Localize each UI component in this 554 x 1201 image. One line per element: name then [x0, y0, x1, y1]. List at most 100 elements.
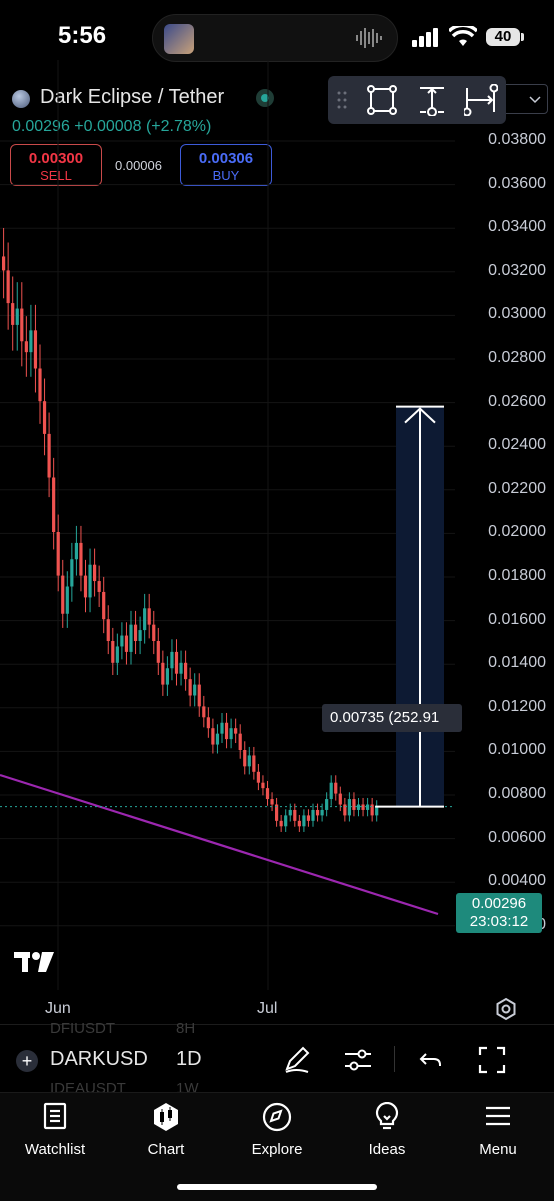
- candle-body: [315, 809, 320, 816]
- candle: [70, 542, 74, 602]
- candle-body: [306, 815, 311, 821]
- candle-body: [247, 755, 251, 767]
- drawing-toolbar: [328, 76, 506, 124]
- candle: [279, 814, 283, 832]
- tab-ideas[interactable]: Ideas: [337, 1101, 437, 1158]
- candle-body: [224, 722, 229, 740]
- candle: [83, 559, 88, 613]
- candle: [124, 622, 129, 665]
- candle: [234, 718, 238, 744]
- candle-body: [2, 256, 6, 271]
- candle: [106, 605, 110, 655]
- candle: [356, 797, 361, 817]
- tab-explore[interactable]: Explore: [227, 1102, 327, 1158]
- rectangle-tool-icon[interactable]: [366, 84, 398, 116]
- candle-body: [83, 575, 88, 598]
- buy-price: 0.00306: [198, 150, 254, 167]
- candle-body: [129, 624, 133, 652]
- candle: [206, 707, 210, 738]
- drag-handle-icon[interactable]: [336, 90, 348, 110]
- draw-pen-icon[interactable]: [282, 1044, 312, 1074]
- candle: [306, 809, 311, 827]
- candle-body: [197, 684, 201, 707]
- y-tick-label: 0.01600: [488, 610, 546, 628]
- price-chart[interactable]: [0, 0, 554, 1000]
- candle: [202, 695, 206, 728]
- y-tick-label: 0.01000: [488, 741, 546, 759]
- candle-body: [138, 630, 142, 641]
- symbol-title[interactable]: Dark Eclipse / Tether: [40, 86, 225, 108]
- tab-watchlist[interactable]: Watchlist: [5, 1102, 105, 1158]
- candle: [52, 457, 56, 550]
- candle-body: [52, 477, 56, 532]
- candle: [88, 548, 92, 613]
- candle: [284, 809, 288, 832]
- tab-chart[interactable]: Chart: [116, 1102, 216, 1158]
- candle: [170, 639, 174, 681]
- tab-menu[interactable]: Menu: [448, 1102, 548, 1158]
- indicators-icon[interactable]: [343, 1046, 373, 1074]
- candle: [156, 627, 160, 676]
- candle-body: [38, 368, 42, 402]
- candle-body: [124, 635, 129, 652]
- price-change-pct: (+2.78%): [145, 118, 212, 135]
- status-time: 5:56: [58, 22, 107, 49]
- candles-layer: [0, 227, 455, 832]
- y-tick-label: 0.03600: [488, 174, 546, 192]
- tab-bar: [0, 1092, 554, 1201]
- buy-label: BUY: [212, 168, 240, 183]
- ghost-ticker-1: DFIUSDT: [50, 1020, 115, 1037]
- candle-body: [288, 809, 292, 816]
- x-tick-jun: Jun: [45, 1000, 71, 1017]
- candle-body: [265, 788, 270, 800]
- chart-settings-icon[interactable]: [494, 997, 518, 1021]
- undo-icon[interactable]: [418, 1048, 444, 1072]
- candle: [329, 775, 333, 806]
- candle-body: [329, 782, 333, 800]
- market-open-dot: [261, 94, 269, 102]
- tab-chart-label: Chart: [147, 1141, 185, 1158]
- candle: [147, 593, 151, 639]
- candle: [366, 797, 370, 817]
- candle: [29, 304, 33, 377]
- y-tick-label: 0.02600: [488, 392, 546, 410]
- spread-value: 0.00006: [115, 158, 162, 173]
- candle: [375, 800, 379, 822]
- ticker-selector[interactable]: DARKUSD: [50, 1048, 148, 1070]
- lightbulb-icon: [375, 1101, 399, 1130]
- candle-body: [238, 733, 242, 750]
- candle-body: [156, 641, 160, 663]
- sell-button[interactable]: 0.00300 SELL: [10, 144, 102, 186]
- last-price-badge-value: 0.00296: [471, 895, 527, 912]
- candle: [352, 792, 356, 817]
- candle-body: [143, 608, 147, 631]
- candle-body: [70, 559, 74, 587]
- date-range-tool-icon[interactable]: [464, 84, 498, 116]
- candle: [133, 610, 138, 655]
- candle: [256, 763, 260, 791]
- candle: [347, 792, 351, 822]
- trendline-layer: [0, 773, 439, 916]
- candle: [33, 304, 38, 393]
- candle: [361, 797, 365, 817]
- buy-button[interactable]: 0.00306 BUY: [180, 144, 272, 186]
- candle: [2, 227, 6, 299]
- interval-selector[interactable]: 1D: [176, 1048, 202, 1070]
- battery-indicator: 40: [486, 28, 520, 46]
- candle: [24, 316, 28, 377]
- candle-body: [33, 330, 38, 369]
- fullscreen-icon[interactable]: [478, 1046, 506, 1074]
- candle-body: [370, 804, 374, 816]
- price-range-tool-icon[interactable]: [416, 84, 448, 116]
- candle-body: [179, 662, 183, 674]
- candle-body: [65, 586, 69, 614]
- candle-body: [165, 668, 169, 685]
- add-symbol-button[interactable]: +: [16, 1050, 38, 1072]
- candle-body: [338, 793, 342, 805]
- cellular-signal-icon: [412, 28, 438, 47]
- candle: [211, 718, 215, 754]
- candle: [15, 282, 19, 351]
- y-tick-label: 0.03400: [488, 218, 546, 236]
- y-tick-label: 0.02000: [488, 523, 546, 541]
- y-tick-label: 0.03000: [488, 305, 546, 323]
